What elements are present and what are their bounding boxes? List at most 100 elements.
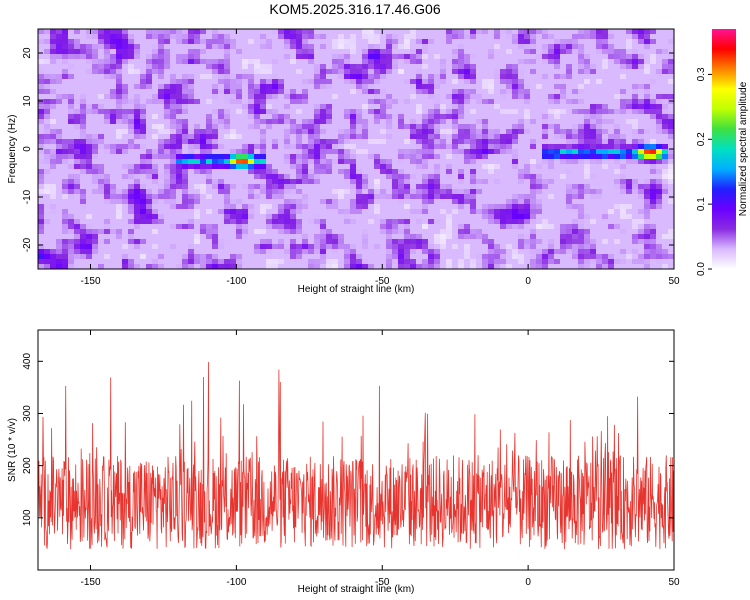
heatmap-cell xyxy=(470,104,477,110)
heatmap-cell xyxy=(578,114,585,120)
heatmap-cell xyxy=(224,54,231,60)
heatmap-cell xyxy=(488,159,495,165)
heatmap-cell xyxy=(488,109,495,115)
heatmap-cell xyxy=(194,144,201,150)
heatmap-cell xyxy=(164,109,171,115)
heatmap-cell xyxy=(290,139,297,145)
heatmap-cell xyxy=(368,174,375,180)
heatmap-cell xyxy=(602,34,609,40)
heatmap-cell xyxy=(152,139,159,145)
heatmap-cell xyxy=(170,244,177,250)
heatmap-cell xyxy=(242,224,249,230)
heatmap-cell xyxy=(524,64,531,70)
heatmap-cell xyxy=(320,249,327,255)
heatmap-cell xyxy=(272,84,279,90)
heatmap-cell xyxy=(260,224,267,230)
heatmap-cell xyxy=(188,94,195,100)
heatmap-cell xyxy=(260,34,267,40)
heatmap-cell xyxy=(260,74,267,80)
heatmap-cell xyxy=(416,139,423,145)
heatmap-cell xyxy=(554,99,561,105)
heatmap-cell xyxy=(362,234,369,240)
heatmap-cell xyxy=(92,74,99,80)
heatmap-cell xyxy=(110,209,117,215)
heatmap-cell xyxy=(146,34,153,40)
heatmap-cell xyxy=(230,169,237,175)
heatmap-cell xyxy=(482,169,489,175)
heatmap-cell xyxy=(86,174,93,180)
heatmap-cell xyxy=(602,124,609,130)
heatmap-cell xyxy=(314,234,321,240)
heatmap-cell xyxy=(416,79,423,85)
heatmap-cell xyxy=(92,199,99,205)
heatmap-cell xyxy=(488,174,495,180)
heatmap-cell xyxy=(446,124,453,130)
heatmap-cell xyxy=(524,114,531,120)
heatmap-cell xyxy=(110,199,117,205)
heatmap-cell xyxy=(230,209,237,215)
heatmap-cell xyxy=(74,189,81,195)
heatmap-cell xyxy=(362,239,369,245)
heatmap-cell xyxy=(56,234,63,240)
heatmap-cell xyxy=(308,184,315,190)
heatmap-cell xyxy=(476,244,483,250)
heatmap-cell xyxy=(362,139,369,145)
heatmap-cell xyxy=(650,239,657,245)
heatmap-cell xyxy=(74,129,81,135)
heatmap-cell xyxy=(650,119,657,125)
heatmap-cell xyxy=(290,134,297,140)
heatmap-cell xyxy=(584,39,591,45)
heatmap-cell xyxy=(266,234,273,240)
heatmap-cell xyxy=(566,109,573,115)
heatmap-cell xyxy=(542,44,549,50)
heatmap-cell xyxy=(218,169,225,175)
heatmap-cell xyxy=(464,34,471,40)
heatmap-cell xyxy=(482,109,489,115)
heatmap-cell xyxy=(392,244,399,250)
heatmap-cell xyxy=(578,109,585,115)
heatmap-cell xyxy=(68,249,75,255)
heatmap-cell xyxy=(512,134,519,140)
heatmap-cell xyxy=(320,164,327,170)
heatmap-cell xyxy=(500,39,507,45)
heatmap-cell xyxy=(662,109,669,115)
heatmap-cell xyxy=(74,224,81,230)
heatmap-cell xyxy=(182,104,189,110)
heatmap-cell xyxy=(536,199,543,205)
heatmap-cell xyxy=(236,109,243,115)
heatmap-cell xyxy=(404,59,411,65)
heatmap-cell xyxy=(104,119,111,125)
heatmap-cell xyxy=(98,74,105,80)
heatmap-cell xyxy=(548,179,555,185)
heatmap-cell xyxy=(578,189,585,195)
heatmap-cell xyxy=(266,54,273,60)
heatmap-cell xyxy=(458,124,465,130)
heatmap-cell xyxy=(428,64,435,70)
heatmap-cell xyxy=(206,249,213,255)
heatmap-cell xyxy=(560,234,567,240)
heatmap-cell xyxy=(512,34,519,40)
heatmap-cell xyxy=(554,114,561,120)
heatmap-cell xyxy=(80,209,87,215)
heatmap-cell xyxy=(224,109,231,115)
heatmap-cell xyxy=(386,159,393,165)
heatmap-cell xyxy=(656,109,663,115)
heatmap-cell xyxy=(398,189,405,195)
heatmap-cell xyxy=(98,219,105,225)
heatmap-cell xyxy=(338,229,345,235)
heatmap-cell xyxy=(488,219,495,225)
heatmap-cell xyxy=(614,109,621,115)
heatmap-cell xyxy=(56,114,63,120)
heatmap-cell xyxy=(38,239,45,245)
heatmap-cell xyxy=(668,249,675,255)
heatmap-cell xyxy=(290,74,297,80)
heatmap-cell xyxy=(242,124,249,130)
heatmap-cell xyxy=(650,169,657,175)
heatmap-cell xyxy=(158,39,165,45)
heatmap-cell xyxy=(548,149,555,155)
heatmap-cell xyxy=(356,209,363,215)
heatmap-cell xyxy=(482,84,489,90)
heatmap-cell xyxy=(500,164,507,170)
heatmap-cell xyxy=(308,254,315,260)
heatmap-cell xyxy=(578,54,585,60)
